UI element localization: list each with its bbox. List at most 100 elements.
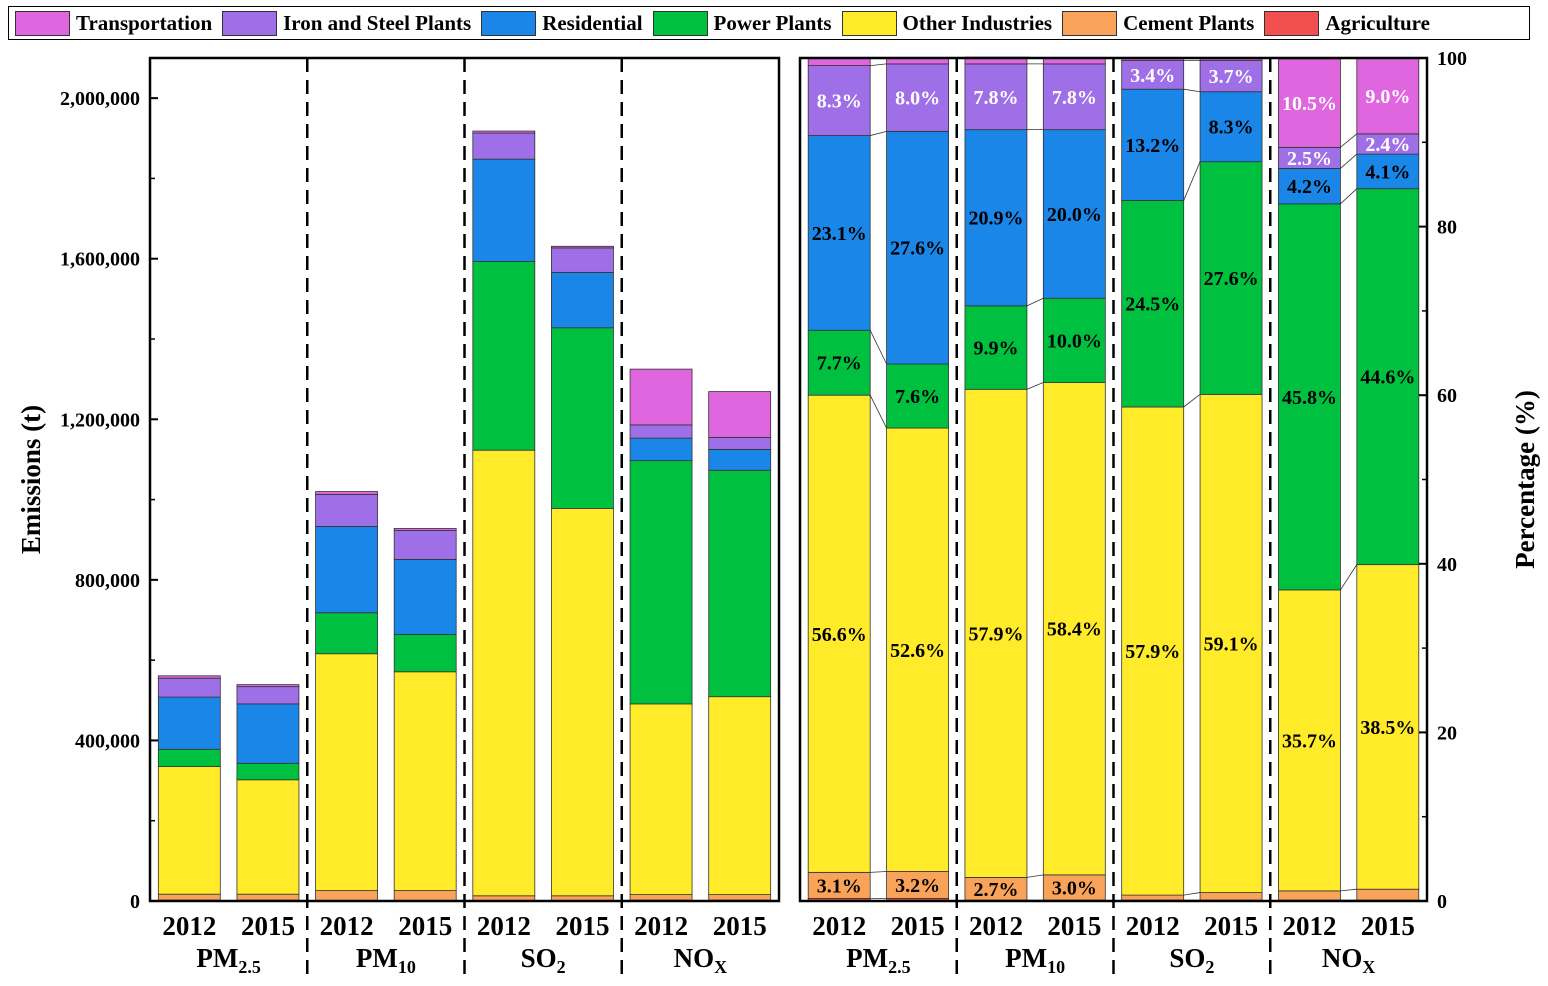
group-label: NOX: [674, 943, 728, 977]
y-axis-title: Percentage (%): [1510, 390, 1540, 569]
chart-legend: Transportation Iron and Steel Plants Resid…: [8, 6, 1530, 40]
data-label: 4.2%: [1287, 176, 1332, 198]
bar-segment: [708, 448, 772, 471]
group-label: PM2.5: [846, 943, 910, 977]
connector-line: [870, 63, 887, 66]
bar-segment: [964, 63, 1028, 131]
bar-segment: [1121, 60, 1185, 90]
legend-label: Transportation: [76, 10, 213, 35]
data-label: 2.4%: [1365, 134, 1410, 156]
bar-segment: [315, 890, 378, 901]
data-label: 10.5%: [1282, 93, 1337, 115]
data-label: 57.9%: [1125, 641, 1180, 663]
x-tick-label: 2012: [1282, 911, 1336, 941]
bar-segment: [1042, 63, 1106, 131]
bar-segment: [964, 129, 1028, 307]
data-label: 2.7%: [973, 879, 1018, 901]
data-label: 52.6%: [890, 640, 945, 662]
x-tick-label: 2012: [969, 911, 1023, 941]
bar-segment: [708, 894, 772, 901]
legend-swatch: [1264, 10, 1320, 36]
bar-segment: [1356, 153, 1420, 190]
bar-segment: [1199, 60, 1263, 93]
x-tick-label: 2012: [477, 911, 531, 941]
data-label: 35.7%: [1282, 730, 1337, 752]
group-label: SO2: [1169, 943, 1214, 977]
bar-segment: [1356, 57, 1420, 135]
absolute-emissions-chart: 0 400,000 800,000 1,200,000 1,600,000 2,000,0…: [16, 56, 781, 977]
bar-segment: [315, 491, 378, 495]
bar-segment: [472, 132, 536, 160]
bar-segment: [1356, 564, 1420, 890]
group-label: SO2: [521, 943, 566, 977]
data-label: 56.6%: [812, 624, 867, 646]
legend-swatch: [15, 10, 70, 36]
y-tick-label: 40: [1437, 554, 1457, 576]
data-label: 44.6%: [1360, 367, 1415, 389]
bar-segment: [629, 424, 693, 439]
data-label: 20.0%: [1047, 204, 1102, 226]
bar-segment: [807, 65, 871, 136]
bar-segment: [393, 558, 457, 635]
legend-swatch: [652, 10, 708, 36]
connector-line: [1183, 161, 1201, 201]
legend-label: Agriculture: [1325, 10, 1430, 35]
percentage-chart: 3.1% 3.2% 2.7% 3.0% 56.6% 52.6% 57.9% 58.4% 57.9…: [798, 48, 1540, 977]
x-tick-label: 2012: [634, 911, 688, 941]
bar-segment: [629, 437, 693, 462]
y-tick-label: 2,000,000: [60, 88, 140, 110]
y-tick-label: 800,000: [75, 570, 140, 592]
bar-segment: [236, 686, 300, 705]
bar-segment: [393, 890, 457, 901]
legend-swatch: [481, 10, 537, 36]
bar-segment: [1121, 406, 1185, 896]
bar-segment: [886, 363, 949, 429]
y-tick-label: 400,000: [75, 730, 140, 752]
legend-swatch: [841, 10, 897, 36]
bar-segment: [315, 612, 378, 655]
bar-segment: [157, 675, 221, 679]
bar-segment: [629, 368, 693, 426]
connector-line: [869, 395, 887, 429]
bar-segment: [157, 766, 221, 895]
bar-segment: [886, 63, 949, 132]
data-label: 27.6%: [1204, 268, 1259, 290]
y-tick-label: 20: [1437, 722, 1457, 744]
bar-segment: [157, 893, 221, 901]
x-tick-label: 2012: [320, 911, 374, 941]
bar-segment: [551, 508, 614, 897]
connector-line: [1026, 297, 1044, 307]
bar-segment: [157, 677, 221, 698]
x-tick-label: 2012: [162, 911, 216, 941]
legend-item: Power Plants: [647, 7, 836, 39]
y-tick-label: 0: [1437, 891, 1447, 913]
bar-segment: [629, 703, 693, 895]
bar-segment: [236, 684, 300, 688]
data-label: 58.4%: [1047, 619, 1102, 641]
data-label: 3.0%: [1052, 878, 1097, 900]
group-label: NOX: [1322, 943, 1376, 977]
bar-segment: [1121, 200, 1185, 408]
bar-segment: [807, 871, 871, 899]
connector-line: [1340, 153, 1358, 169]
x-tick-label: 2015: [241, 911, 295, 941]
bar-segment: [1199, 892, 1263, 901]
data-label: 27.6%: [890, 238, 945, 260]
data-label: 59.1%: [1204, 633, 1259, 655]
x-tick-label: 2015: [1361, 911, 1415, 941]
y-tick-label: 60: [1437, 385, 1457, 407]
bar-segment: [393, 530, 457, 560]
data-label: 10.0%: [1047, 330, 1102, 352]
data-label: 8.3%: [1209, 117, 1254, 139]
bar-segment: [472, 130, 536, 134]
data-label: 45.8%: [1282, 387, 1337, 409]
bar-segment: [393, 671, 457, 891]
bar-segment: [708, 696, 772, 895]
bar-segment: [315, 493, 378, 527]
y-tick-label: 100: [1437, 48, 1467, 70]
bar-segment: [1199, 91, 1263, 163]
bar-segment: [551, 271, 614, 329]
bar-segment: [807, 394, 871, 873]
bar-segment: [1199, 393, 1263, 893]
